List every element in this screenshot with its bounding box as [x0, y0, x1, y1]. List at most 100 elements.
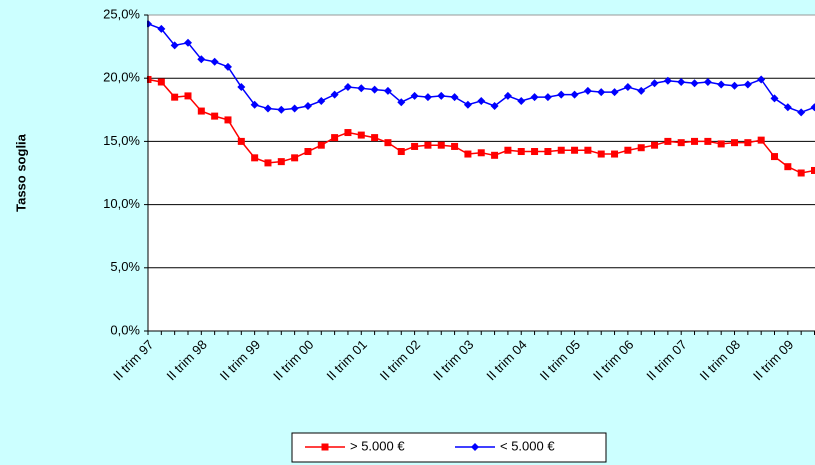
marker [237, 137, 245, 145]
x-tick-label: II trim 97 [110, 337, 156, 383]
marker [410, 91, 419, 100]
y-tick-label: 5,0% [110, 259, 140, 274]
marker [583, 86, 592, 95]
marker [570, 90, 579, 99]
plot-area [148, 15, 815, 331]
marker [584, 146, 592, 154]
x-tick-label: II trim 98 [164, 337, 210, 383]
marker [571, 146, 579, 154]
marker [437, 91, 446, 100]
marker [304, 148, 312, 156]
marker [210, 57, 219, 66]
marker [557, 146, 565, 154]
marker [530, 93, 539, 102]
marker [264, 159, 272, 167]
marker [744, 139, 752, 147]
x-tick-label: II trim 01 [323, 337, 369, 383]
marker [197, 107, 205, 115]
legend-marker [321, 443, 329, 451]
marker [250, 100, 259, 109]
marker [504, 146, 512, 154]
marker [291, 154, 299, 162]
marker [383, 86, 392, 95]
marker [783, 103, 792, 112]
marker [810, 103, 815, 112]
marker [223, 62, 232, 71]
marker [357, 131, 365, 139]
marker [703, 77, 712, 86]
marker [543, 93, 552, 102]
y-tick-label: 25,0% [103, 6, 140, 21]
marker [423, 93, 432, 102]
legend-label: < 5.000 € [500, 438, 555, 453]
marker [317, 96, 326, 105]
marker [731, 139, 739, 147]
marker [811, 166, 815, 174]
marker [770, 94, 779, 103]
marker [224, 116, 232, 124]
marker [557, 90, 566, 99]
marker [637, 86, 646, 95]
y-tick-label: 20,0% [103, 70, 140, 85]
x-tick-label: II trim 04 [483, 337, 529, 383]
x-tick-label: II trim 08 [697, 337, 743, 383]
y-tick-label: 0,0% [110, 322, 140, 337]
marker [184, 92, 192, 100]
marker [171, 93, 179, 101]
marker [797, 169, 805, 177]
x-tick-label: II trim 99 [217, 337, 263, 383]
marker [784, 163, 792, 171]
marker [717, 140, 725, 148]
marker [370, 85, 379, 94]
marker [397, 148, 405, 156]
marker [690, 79, 699, 88]
marker [491, 151, 499, 159]
marker [343, 83, 352, 92]
marker [263, 104, 272, 113]
marker [170, 41, 179, 50]
x-tick-label: II trim 02 [377, 337, 423, 383]
marker [463, 100, 472, 109]
legend-label: > 5.000 € [350, 438, 405, 453]
marker [757, 136, 765, 144]
marker [424, 141, 432, 149]
marker [237, 83, 246, 92]
marker [610, 88, 619, 97]
marker [450, 93, 459, 102]
marker [344, 129, 352, 137]
marker [597, 150, 605, 158]
marker [277, 158, 285, 166]
marker [157, 78, 165, 86]
marker [317, 141, 325, 149]
marker [743, 80, 752, 89]
marker [611, 150, 619, 158]
marker [357, 84, 366, 93]
marker [717, 80, 726, 89]
x-tick-label: II trim 06 [590, 337, 636, 383]
marker [371, 134, 379, 142]
marker [490, 102, 499, 111]
marker [757, 75, 766, 84]
y-tick-label: 15,0% [103, 133, 140, 148]
legend-marker [471, 443, 479, 451]
marker [147, 75, 152, 83]
x-tick-label: II trim 07 [643, 337, 689, 383]
marker [797, 108, 806, 117]
y-axis-label: Tasso soglia [13, 133, 28, 212]
marker [183, 38, 192, 47]
marker [664, 137, 672, 145]
marker [437, 141, 445, 149]
marker [637, 144, 645, 152]
marker [517, 96, 526, 105]
marker [531, 148, 539, 156]
marker [771, 153, 779, 161]
marker [651, 141, 659, 149]
marker [624, 146, 632, 154]
marker [677, 77, 686, 86]
marker [544, 148, 552, 156]
marker [411, 142, 419, 150]
marker [517, 148, 525, 156]
marker [677, 139, 685, 147]
marker [477, 149, 485, 157]
